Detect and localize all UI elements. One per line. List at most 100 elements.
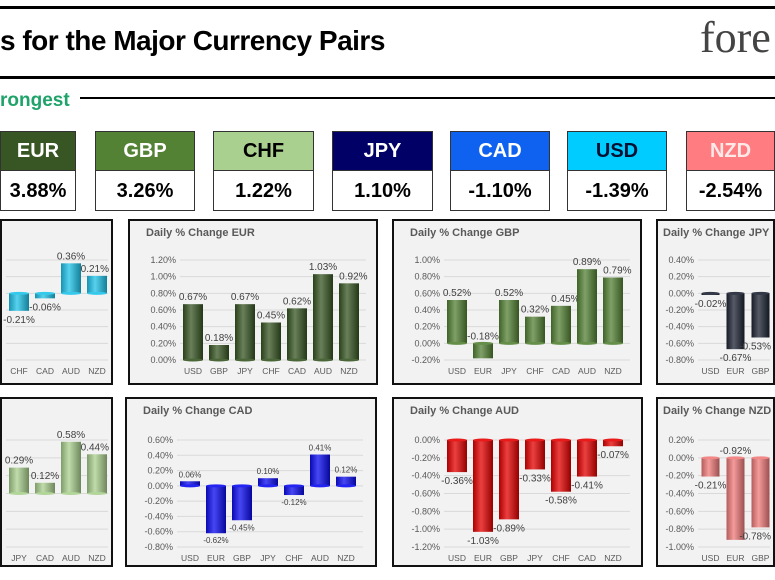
chart-7: Daily % Change NZD -1.00% -0.80% -0.60% -0.4… (656, 397, 775, 567)
bar-gbp (232, 485, 252, 521)
bar-cap (603, 438, 623, 442)
category-label: CHF (285, 553, 302, 563)
bar-cap (87, 291, 107, 295)
bar-chf (525, 316, 545, 344)
y-tick-label: 1.00% (150, 272, 176, 282)
category-label: EUR (727, 553, 745, 563)
bar-cap (701, 456, 720, 460)
bar-cap (232, 484, 252, 488)
data-label: -0.67% (720, 353, 752, 364)
bar-cap (87, 492, 107, 495)
y-tick-label: -0.80% (411, 506, 440, 516)
category-label: CHF (10, 366, 27, 376)
y-tick-label: -0.20% (411, 453, 440, 463)
bar-aud (313, 274, 333, 360)
data-label: 0.06% (179, 470, 202, 479)
data-label: 0.79% (603, 266, 631, 277)
bar-cap (61, 492, 81, 495)
category-label: CAD (288, 366, 306, 376)
y-tick-label: -0.20% (665, 471, 694, 481)
category-label: NZD (337, 553, 354, 563)
data-label: -0.02% (695, 299, 727, 310)
chart-6: Daily % Change AUD -1.20% -1.00% -0.80% -0.6… (392, 397, 643, 567)
data-label: 0.21% (81, 264, 109, 275)
category-label: NZD (604, 553, 621, 563)
y-tick-label: 1.00% (414, 255, 440, 265)
bar-nzd (87, 454, 107, 494)
data-label: 1.03% (309, 262, 337, 273)
y-tick-label: 0.20% (414, 322, 440, 332)
bar-gbp (499, 440, 519, 520)
bar-eur (726, 293, 745, 350)
bar-chf (9, 293, 29, 311)
bar-nzd (603, 440, 623, 447)
category-label: CAD (36, 366, 54, 376)
bar-cap (499, 341, 519, 345)
chart-plot: JPY 0.29% CAD 0.12% AUD 0.58% NZD 0.44% (5, 430, 109, 563)
data-label: -0.07% (597, 450, 629, 461)
y-tick-label: 0.80% (414, 272, 440, 282)
bar-aud (310, 454, 330, 486)
bar-cap (9, 492, 29, 495)
bar-jpy (525, 440, 545, 470)
bar-usd (701, 457, 720, 477)
y-tick-label: 0.00% (414, 338, 440, 348)
currency-value: 3.26% (116, 180, 174, 202)
currency-box-chf: CHF 1.22% (213, 131, 314, 211)
bar-cap (447, 438, 467, 442)
bar-cap (339, 358, 359, 362)
y-tick-label: -1.20% (411, 542, 440, 552)
bar-chf (551, 440, 571, 492)
y-tick-label: -0.60% (665, 506, 694, 516)
y-tick-label: 0.80% (150, 288, 176, 298)
y-tick-label: -0.60% (144, 527, 173, 537)
bar-aud (61, 263, 81, 294)
chart-plot: CHF -0.21% CAD -0.06% AUD 0.36% NZD 0.21% (3, 251, 109, 376)
bar-cap (447, 341, 467, 345)
category-label: USD (181, 553, 199, 563)
bar-eur (473, 440, 493, 532)
y-tick-label: 0.00% (147, 481, 173, 491)
category-label: CAD (552, 366, 570, 376)
bar-jpy (499, 300, 519, 344)
y-tick-label: 0.40% (150, 322, 176, 332)
chart-title: Daily % Change EUR (146, 227, 255, 239)
currency-code: JPY (333, 132, 432, 171)
chart-5: Daily % Change CAD -0.80% -0.60% -0.40% -0.2… (125, 397, 377, 567)
data-label: -0.06% (29, 302, 61, 313)
bar-jpy (235, 304, 255, 360)
data-label: -0.12% (281, 498, 306, 507)
currency-box-nzd: NZD -2.54% (686, 131, 775, 211)
data-label: 0.67% (231, 292, 259, 303)
bar-nzd (603, 277, 623, 344)
data-label: 0.52% (443, 288, 471, 299)
chart-plot: -1.20% -1.00% -0.80% -0.60% -0.40% -0.20% 0.00… (411, 435, 630, 563)
data-label: 0.52% (495, 288, 523, 299)
category-label: NZD (88, 366, 105, 376)
bar-aud (61, 441, 81, 494)
y-tick-label: 0.00% (150, 355, 176, 365)
category-label: AUD (62, 366, 80, 376)
bar-cap (726, 291, 745, 295)
bar-cap (701, 291, 720, 295)
bar-cap (751, 456, 770, 460)
chart-plot: -1.00% -0.80% -0.60% -0.40% -0.20% 0.00% 0.20%… (665, 435, 771, 563)
bar-cap (336, 484, 356, 488)
data-label: -0.41% (571, 481, 603, 492)
chart-plot: -0.80% -0.60% -0.40% -0.20% 0.00% 0.20% 0.40% 0… (144, 435, 363, 563)
y-tick-label: -0.60% (411, 489, 440, 499)
chart-plot: -0.80% -0.60% -0.40% -0.20% 0.00% 0.20% 0.40% U… (665, 255, 771, 376)
category-label: NZD (340, 366, 357, 376)
section-label-strongest: rongest (0, 90, 70, 111)
bar-gbp (209, 345, 229, 360)
category-label: EUR (727, 366, 745, 376)
chart-title: Daily % Change AUD (410, 405, 520, 417)
bar-cap (551, 341, 571, 345)
bar-cap (473, 341, 493, 345)
category-label: USD (448, 553, 466, 563)
chart-0: CHF -0.21% CAD -0.06% AUD 0.36% NZD 0.21% (0, 219, 113, 385)
chart-plot: 0.00% 0.20% 0.40% 0.60% 0.80% 1.00% 1.20% USD 0.… (150, 255, 367, 376)
bar-cap (525, 341, 545, 345)
title-divider (0, 76, 775, 79)
data-label: 0.67% (179, 292, 207, 303)
